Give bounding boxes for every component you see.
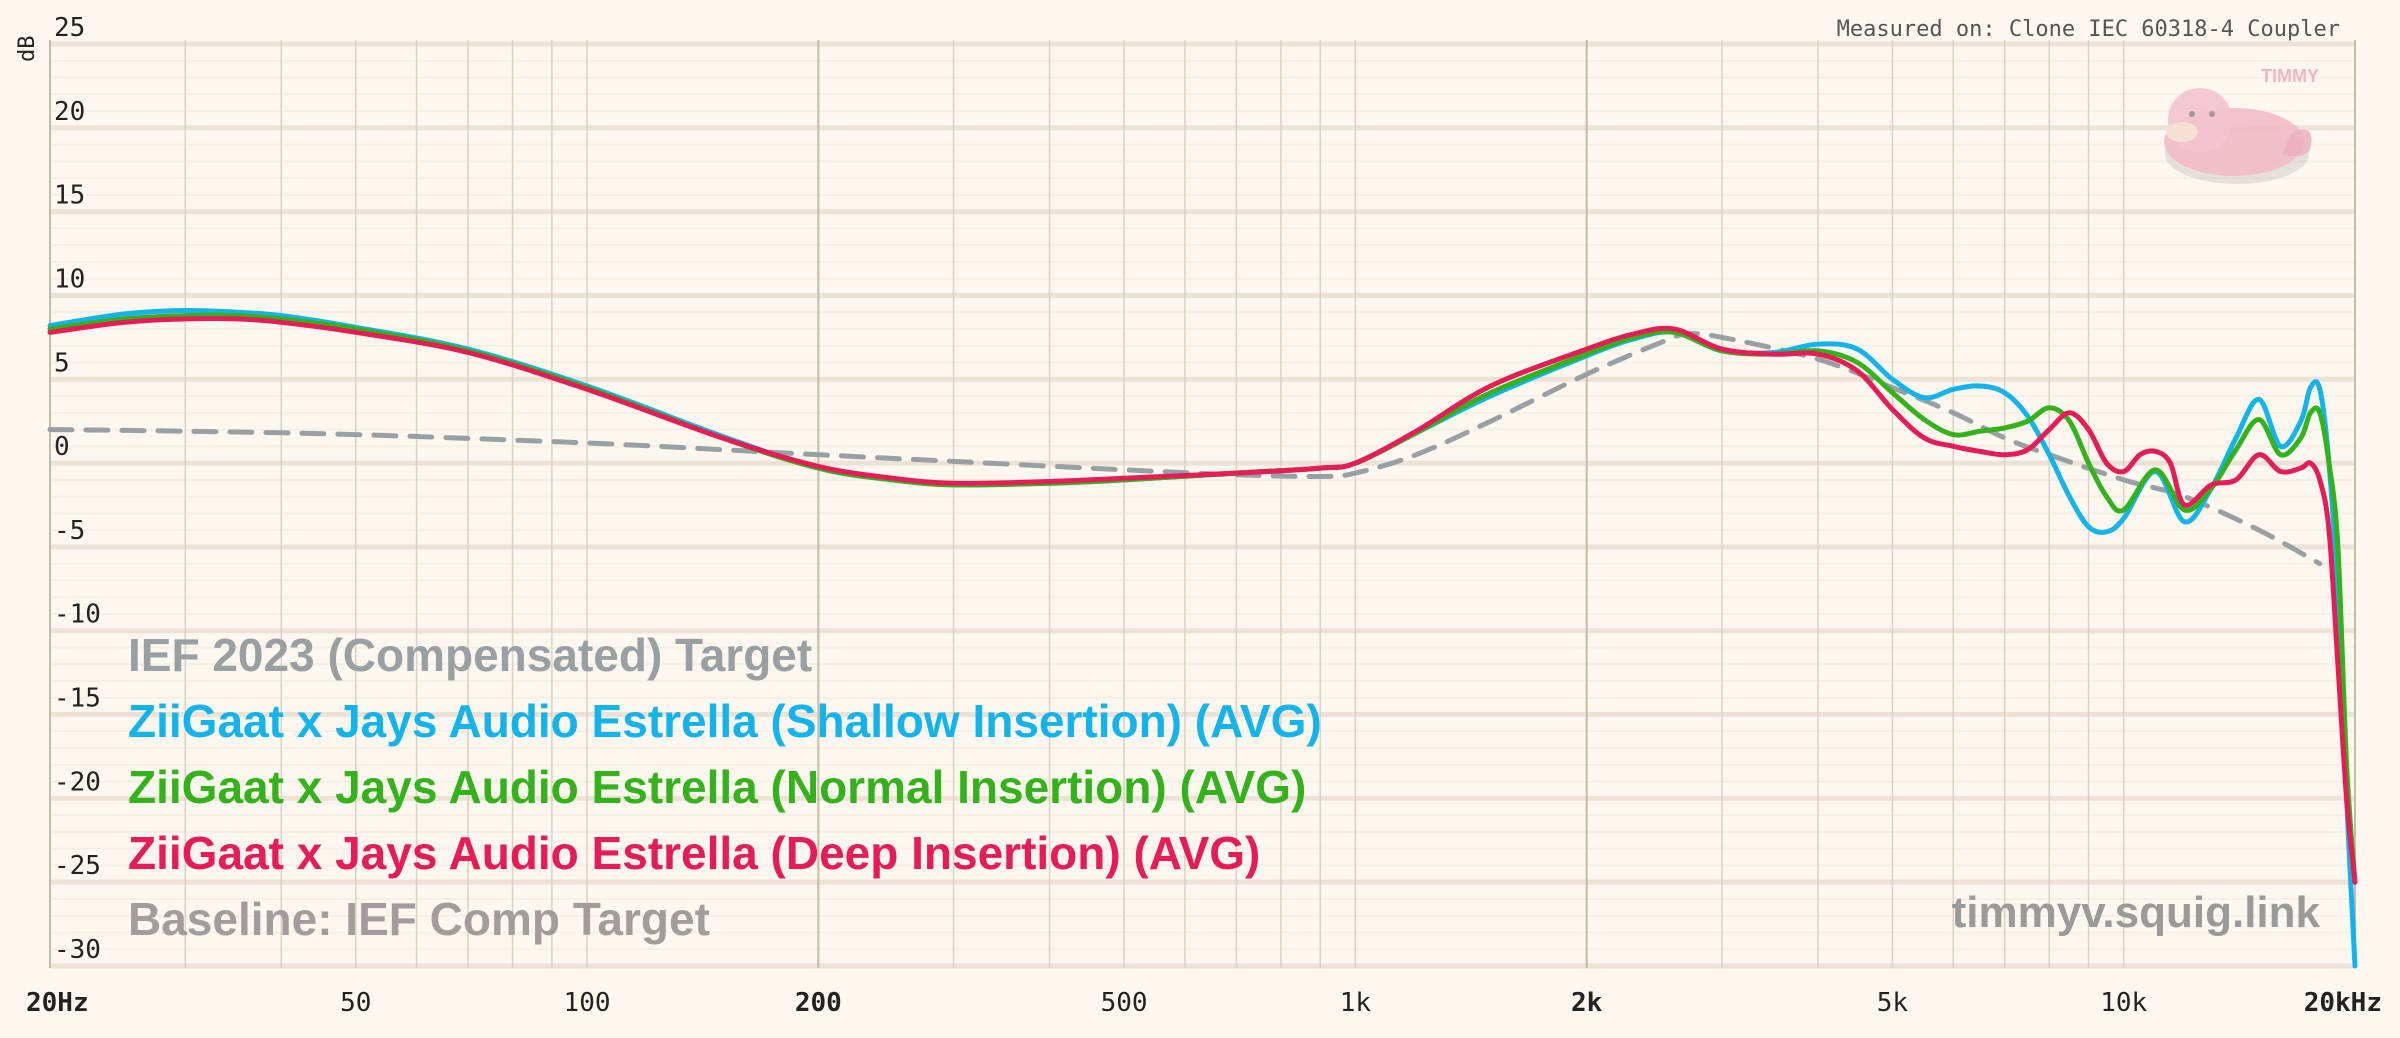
y-tick-label: -10 — [54, 600, 101, 630]
y-tick-label: -30 — [54, 935, 101, 965]
y-tick-label: -20 — [54, 767, 101, 797]
y-tick-label: -5 — [54, 516, 85, 546]
y-tick-label: 5 — [54, 348, 70, 378]
slowpoke-icon: TIMMY — [2142, 62, 2322, 196]
y-tick-label: 25 — [54, 13, 85, 43]
site-watermark: timmyv.squig.link — [1951, 888, 2320, 937]
mascot-label: TIMMY — [2261, 66, 2319, 86]
legend-item-baseline[interactable]: Baseline: IEF Comp Target — [128, 893, 710, 945]
legend-item-target[interactable]: IEF 2023 (Compensated) Target — [128, 629, 813, 681]
legend-item-deep[interactable]: ZiiGaat x Jays Audio Estrella (Deep Inse… — [128, 827, 1261, 879]
x-tick-label: 2k — [1571, 988, 1603, 1018]
y-tick-label: -15 — [54, 684, 101, 714]
y-tick-label: -25 — [54, 851, 101, 881]
x-tick-label: 10k — [2100, 988, 2147, 1018]
x-tick-label: 1k — [1340, 988, 1372, 1018]
y-tick-label: 15 — [54, 181, 85, 211]
chart-grid — [49, 40, 2356, 969]
y-tick-label: 0 — [54, 432, 70, 462]
chart-curves — [47, 307, 2358, 969]
target-curve — [47, 331, 2323, 567]
legend-item-shallow[interactable]: ZiiGaat x Jays Audio Estrella (Shallow I… — [128, 695, 1322, 747]
x-tick-label: 200 — [795, 988, 842, 1018]
x-axis-ticks: 20Hz 50 100 200 500 1k 2k 5k 10k 20kHz — [26, 988, 2382, 1018]
measured-on-label: Measured on: Clone IEC 60318-4 Coupler — [1836, 17, 2340, 42]
legend: IEF 2023 (Compensated) Target ZiiGaat x … — [128, 624, 1322, 954]
x-tick-label: 20kHz — [2304, 988, 2382, 1018]
legend-item-normal[interactable]: ZiiGaat x Jays Audio Estrella (Normal In… — [128, 761, 1307, 813]
y-tick-label: 10 — [54, 264, 85, 294]
deep-insertion-curve — [47, 316, 2358, 885]
y-axis-label: dB — [15, 36, 40, 63]
x-tick-label: 500 — [1101, 988, 1148, 1018]
y-axis-ticks: 25 20 15 10 5 0 -5 -10 -15 -20 -25 -30 — [54, 13, 101, 965]
x-tick-label: 5k — [1877, 988, 1909, 1018]
y-tick-label: 20 — [54, 97, 85, 127]
x-tick-label: 20Hz — [26, 988, 89, 1018]
x-tick-label: 50 — [340, 988, 371, 1018]
x-tick-label: 100 — [564, 988, 611, 1018]
